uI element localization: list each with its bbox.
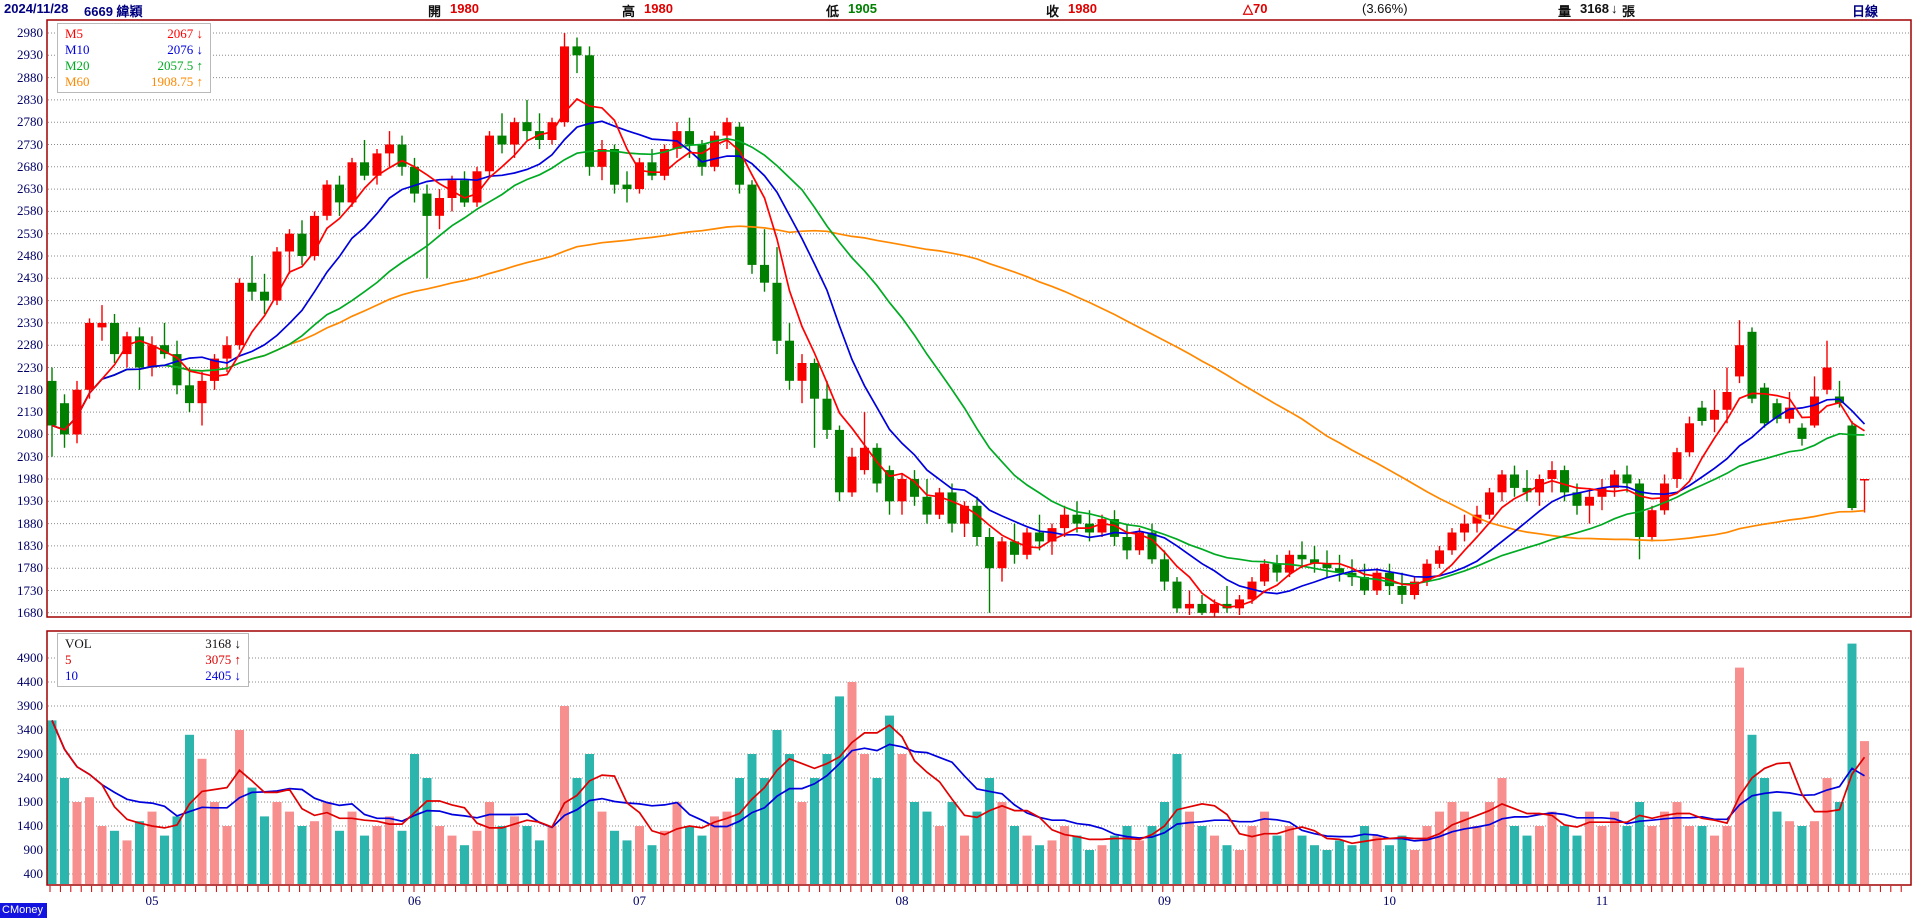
legend-row: M10 2076 ↓ [58, 42, 210, 58]
legend-label: 10 [65, 668, 78, 683]
cmoney-logo: CMoney [0, 903, 47, 918]
legend-label: M60 [65, 74, 90, 89]
legend-label: M5 [65, 26, 84, 41]
legend-value: 2067 ↓ [167, 26, 203, 41]
price-tick-label: 2880 [17, 69, 43, 85]
legend-value: 2405 ↓ [205, 668, 241, 683]
legend-row: M20 2057.5 ↑ [58, 58, 210, 74]
volume-tick-label: 900 [23, 842, 44, 857]
volume-arrow-icon: ↓ [1611, 1, 1618, 16]
legend-value: 2057.5 ↑ [157, 58, 204, 73]
price-tick-label: 1980 [17, 471, 43, 486]
volume-tick-label: 4400 [17, 674, 43, 689]
month-tick-label: 10 [1383, 893, 1396, 908]
volume-tick-label: 1400 [17, 818, 43, 833]
high-label: 高 [622, 4, 636, 19]
period-label: 日線 [1852, 4, 1879, 19]
legend-value: 3075 ↑ [205, 652, 241, 667]
price-tick-label: 1730 [17, 582, 43, 598]
month-tick-label: 06 [408, 893, 421, 908]
volume-tick-label: 3900 [17, 698, 43, 713]
price-tick-label: 1830 [17, 537, 43, 553]
month-tick-label: 09 [1158, 893, 1171, 908]
close-label: 收 [1046, 4, 1060, 19]
volume-tick-label: 2900 [17, 746, 43, 761]
volume-tick-label: 4900 [17, 650, 43, 665]
legend-value: 1908.75 ↑ [151, 74, 203, 89]
month-tick-label: 11 [1595, 893, 1609, 908]
price-tick-label: 2280 [17, 337, 43, 353]
low-value: 1905 [848, 1, 877, 16]
ma-legend: M5 2067 ↓ M10 2076 ↓ M20 2057.5 ↑ M60 1908.75 ↑ [57, 23, 211, 93]
open-label: 開 [428, 4, 442, 19]
volume-tick-label: 2400 [17, 770, 43, 785]
price-tick-label: 2330 [17, 314, 43, 330]
price-tick-label: 2180 [17, 381, 43, 397]
volume-tick-label: 1900 [17, 794, 43, 809]
price-tick-label: 2530 [17, 225, 43, 241]
price-tick-label: 2230 [17, 359, 43, 375]
legend-row: M60 1908.75 ↑ [58, 74, 210, 90]
open-value: 1980 [450, 1, 479, 16]
change-percent: (3.66%) [1362, 1, 1408, 16]
legend-label: VOL [65, 636, 92, 651]
legend-row: 5 3075 ↑ [58, 652, 248, 668]
price-tick-label: 2030 [17, 448, 43, 464]
price-tick-label: 1680 [17, 604, 43, 620]
price-tick-label: 1880 [17, 515, 43, 531]
legend-row: M5 2067 ↓ [58, 26, 210, 42]
month-tick-label: 07 [633, 893, 646, 908]
price-tick-label: 2380 [17, 292, 43, 308]
price-tick-label: 2980 [17, 25, 43, 40]
price-tick-label: 2830 [17, 91, 43, 107]
volume-label: 量 [1558, 4, 1572, 19]
date-label: 2024/11/28 [4, 1, 69, 16]
price-tick-label: 2930 [17, 47, 43, 63]
price-tick-label: 2780 [17, 114, 43, 130]
price-tick-label: 2080 [17, 426, 43, 442]
legend-label: 5 [65, 652, 72, 667]
volume-tick-label: 400 [23, 866, 44, 881]
change-value: △70 [1243, 1, 1268, 16]
volume-legend: VOL 3168 ↓ 5 3075 ↑ 10 2405 ↓ [57, 633, 249, 687]
price-tick-label: 2430 [17, 270, 43, 286]
legend-row: 10 2405 ↓ [58, 668, 248, 684]
legend-label: M20 [65, 58, 90, 73]
price-tick-label: 2730 [17, 136, 43, 152]
volume-unit: 張 [1622, 4, 1636, 19]
legend-row: VOL 3168 ↓ [58, 636, 248, 652]
volume-value: 3168 [1580, 1, 1609, 16]
close-value: 1980 [1068, 1, 1097, 16]
legend-value: 2076 ↓ [167, 42, 203, 57]
price-tick-label: 2680 [17, 158, 43, 174]
price-tick-label: 2630 [17, 181, 43, 197]
price-tick-label: 1780 [17, 560, 43, 576]
low-label: 低 [826, 4, 840, 19]
price-tick-label: 2580 [17, 203, 43, 219]
stock-id-name: 6669 緯穎 [84, 4, 143, 19]
month-tick-label: 08 [895, 893, 909, 908]
legend-label: M10 [65, 42, 90, 57]
volume-tick-label: 3400 [17, 722, 43, 737]
month-tick-label: 05 [145, 893, 159, 908]
price-tick-label: 2480 [17, 248, 43, 263]
price-tick-label: 2130 [17, 404, 43, 420]
high-value: 1980 [644, 1, 673, 16]
legend-value: 3168 ↓ [205, 636, 241, 651]
price-tick-label: 1930 [17, 493, 43, 509]
